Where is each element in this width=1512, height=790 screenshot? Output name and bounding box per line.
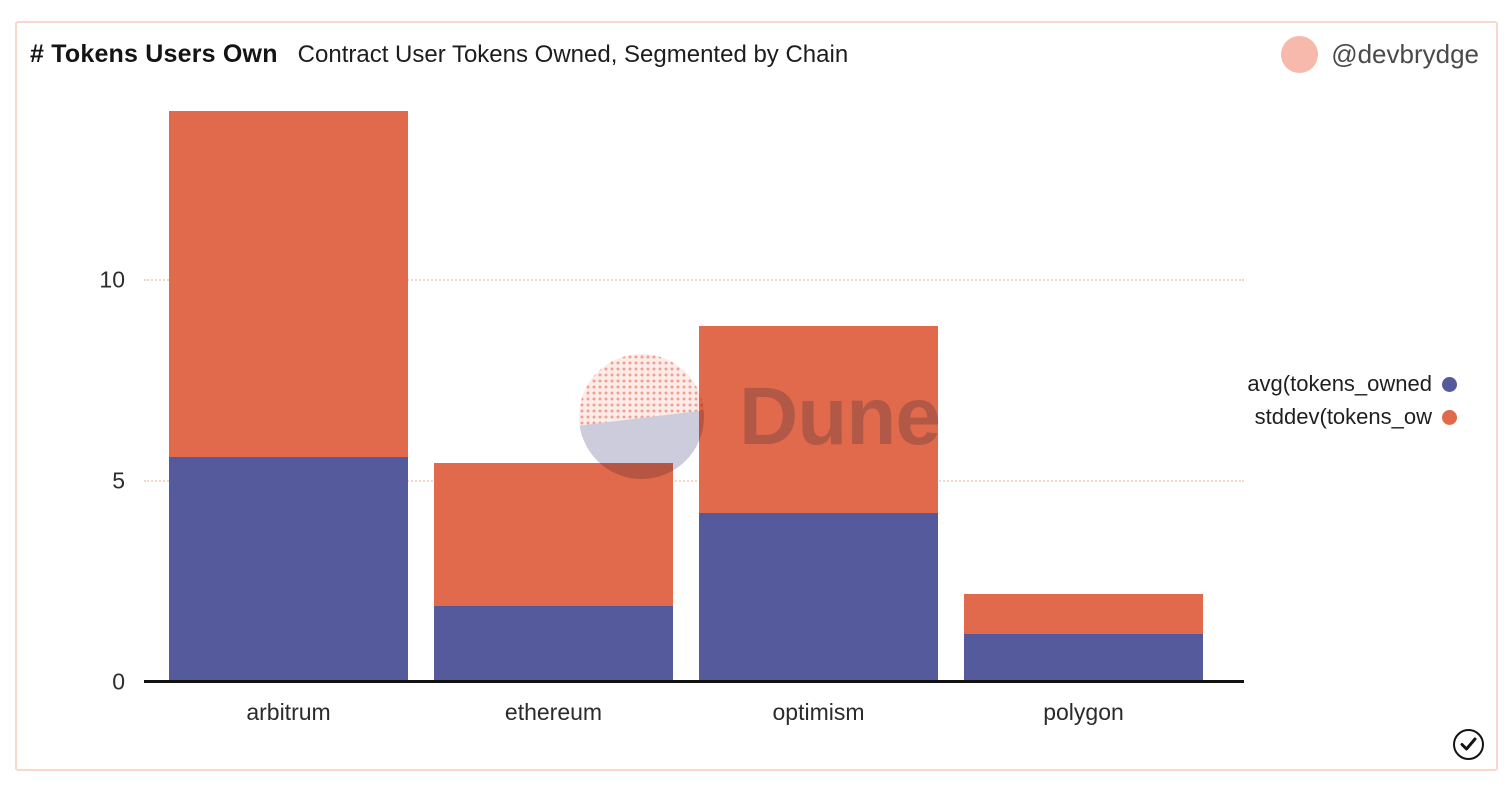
bar-segment-avg-polygon[interactable] bbox=[964, 633, 1203, 682]
y-tick-label: 5 bbox=[112, 467, 125, 494]
bar-segment-avg-optimism[interactable] bbox=[699, 513, 938, 682]
legend-color-dot bbox=[1442, 409, 1457, 425]
legend-label: stddev(tokens_ow bbox=[1254, 404, 1432, 429]
dune-logo-icon bbox=[579, 354, 704, 479]
avatar[interactable] bbox=[1281, 36, 1319, 73]
y-tick-label: 0 bbox=[112, 668, 125, 695]
author-link[interactable]: @devbrydge bbox=[1281, 36, 1479, 73]
bar-segment-stddev-optimism[interactable] bbox=[699, 326, 938, 514]
x-axis-line bbox=[144, 680, 1244, 683]
check-icon bbox=[1460, 737, 1477, 751]
author-handle[interactable]: @devbrydge bbox=[1331, 39, 1479, 69]
legend-color-dot bbox=[1442, 376, 1457, 392]
bar-segment-stddev-ethereum[interactable] bbox=[434, 462, 673, 606]
legend-item-avg[interactable]: avg(tokens_owned bbox=[1247, 371, 1457, 397]
chart-header: # Tokens Users Own Contract User Tokens … bbox=[30, 40, 848, 69]
legend-item-stddev[interactable]: stddev(tokens_ow bbox=[1247, 404, 1457, 430]
bar-segment-avg-arbitrum[interactable] bbox=[169, 456, 408, 682]
chart-subtitle: Contract User Tokens Owned, Segmented by… bbox=[297, 41, 849, 68]
chart-card: # Tokens Users Own Contract User Tokens … bbox=[15, 21, 1498, 771]
plot-area: 0 5 10 arbitrum ethereum optimism polygon bbox=[17, 23, 1496, 769]
dune-logo-sand bbox=[579, 406, 704, 479]
x-axis-label-polygon: polygon bbox=[1043, 699, 1124, 725]
gridline-y5 bbox=[144, 480, 1244, 482]
bar-segment-stddev-arbitrum[interactable] bbox=[169, 111, 408, 457]
x-axis-label-optimism: optimism bbox=[772, 699, 865, 725]
legend-label: avg(tokens_owned bbox=[1247, 371, 1432, 396]
bar-segment-avg-ethereum[interactable] bbox=[434, 605, 673, 682]
verified-check-button[interactable] bbox=[1453, 729, 1484, 760]
x-axis-label-ethereum: ethereum bbox=[504, 699, 603, 725]
y-tick-label: 10 bbox=[99, 266, 125, 293]
gridline-y10 bbox=[144, 279, 1244, 281]
x-axis-label-arbitrum: arbitrum bbox=[246, 699, 331, 725]
dune-watermark: Dune bbox=[739, 371, 941, 462]
chart-title: # Tokens Users Own bbox=[30, 40, 278, 68]
chart-legend: avg(tokens_owned stddev(tokens_ow bbox=[1247, 371, 1457, 430]
bar-segment-stddev-polygon[interactable] bbox=[964, 593, 1203, 634]
